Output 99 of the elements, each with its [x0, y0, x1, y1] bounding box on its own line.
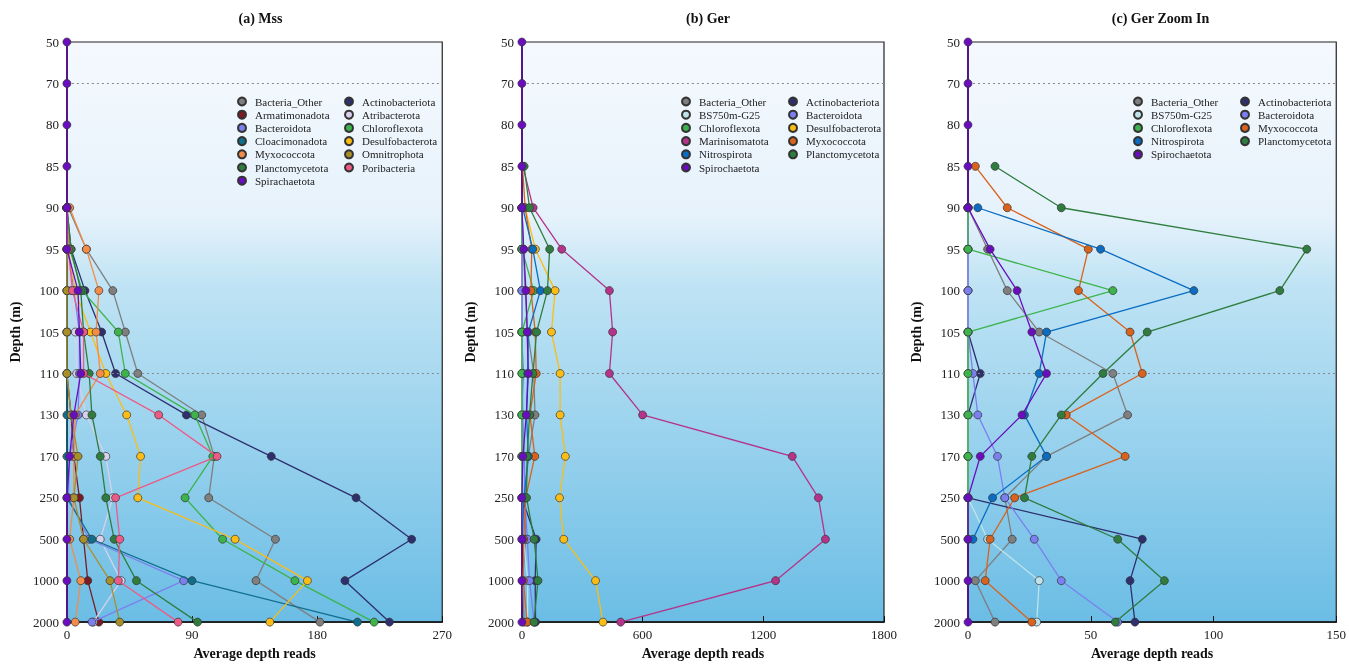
y-tick-label: 500 [39, 531, 59, 547]
x-tick-label: 0 [964, 627, 972, 643]
y-tick-label: 2000 [934, 614, 960, 630]
x-tick-label: 0 [63, 627, 71, 643]
y-tick-label: 500 [940, 531, 960, 547]
y-tick-label: 105 [39, 324, 59, 340]
legend-label: Planctomycetota [255, 161, 329, 174]
y-tick-label: 70 [947, 75, 960, 91]
y-tick-label: 100 [39, 283, 59, 299]
legend-label: BS750m-G25 [1151, 108, 1213, 121]
y-tick-label: 250 [940, 490, 960, 506]
y-tick-label: 130 [940, 407, 960, 423]
y-tick-label: 100 [940, 283, 960, 299]
legend-label: Bacteria_Other [1151, 95, 1219, 108]
x-axis-title: Average depth reads [641, 645, 765, 661]
legend-label: Myxococcota [1258, 121, 1318, 134]
legend-label: Actinobacteriota [362, 95, 436, 108]
y-tick-label: 500 [494, 531, 514, 547]
legend-label: Myxococcota [255, 148, 315, 161]
legend-label: Bacteroidota [255, 121, 312, 134]
x-tick-label: 1200 [750, 627, 777, 643]
y-tick-label: 50 [500, 34, 514, 50]
legend-label: Cloacimonadota [255, 135, 328, 148]
y-tick-label: 110 [940, 365, 960, 381]
chart-title: (b) Ger [686, 10, 730, 27]
y-tick-label: 130 [494, 407, 514, 423]
x-tick-label: 270 [432, 627, 452, 643]
y-tick-label: 85 [45, 158, 59, 174]
y-tick-label: 110 [494, 365, 514, 381]
y-tick-label: 80 [45, 117, 59, 133]
legend-label: Bacteroidota [1258, 108, 1315, 121]
x-tick-label: 150 [1326, 627, 1346, 643]
y-tick-label: 95 [45, 241, 59, 257]
y-tick-label: 70 [45, 75, 59, 91]
y-tick-label: 170 [940, 448, 960, 464]
y-tick-label: 100 [494, 283, 514, 299]
x-tick-label: 90 [185, 627, 199, 643]
legend-label: Spirachaetota [255, 174, 315, 187]
y-tick-label: 105 [494, 324, 514, 340]
chart-title: (a) Mss [238, 10, 284, 27]
y-tick-label: 70 [500, 75, 514, 91]
y-tick-label: 90 [500, 200, 514, 216]
x-axis-title: Average depth reads [1090, 645, 1214, 661]
y-tick-label: 170 [39, 448, 59, 464]
y-tick-label: 250 [494, 490, 514, 506]
y-tick-label: 95 [500, 241, 514, 257]
legend-label: BS750m-G25 [699, 108, 761, 121]
legend-label: Omnitrophota [362, 148, 424, 161]
x-tick-label: 180 [307, 627, 327, 643]
legend-label: Bacteroidota [806, 108, 863, 121]
y-tick-label: 80 [947, 117, 960, 133]
chart-title: (c) Ger Zoom In [1111, 10, 1210, 27]
legend-label: Atribacterota [362, 108, 421, 121]
legend-label: Bacteria_Other [255, 95, 323, 108]
y-tick-label: 90 [947, 200, 960, 216]
legend-label: Poribacteria [362, 161, 416, 174]
y-axis-title: Depth (m) [7, 301, 24, 363]
legend-label: Bacteria_Other [699, 95, 767, 108]
legend-label: Armatimonadota [255, 108, 330, 121]
legend-label: Spirochaetota [699, 161, 760, 174]
legend-label: Nitrospirota [1151, 135, 1205, 148]
y-tick-label: 250 [39, 490, 59, 506]
y-tick-label: 50 [947, 34, 960, 50]
y-tick-label: 1000 [487, 573, 514, 589]
y-tick-label: 1000 [32, 573, 59, 589]
legend-label: Chloroflexota [362, 121, 424, 134]
y-tick-label: 110 [39, 365, 59, 381]
y-tick-label: 2000 [487, 614, 514, 630]
legend-label: Planctomycetota [1258, 135, 1332, 148]
y-tick-label: 85 [947, 158, 960, 174]
x-tick-label: 1800 [871, 627, 897, 643]
legend-label: Nitrospirota [699, 148, 753, 161]
y-tick-label: 170 [494, 448, 514, 464]
y-tick-label: 80 [500, 117, 514, 133]
legend-label: Spirochaetota [1151, 148, 1212, 161]
y-tick-label: 85 [500, 158, 514, 174]
x-tick-label: 0 [518, 627, 526, 643]
legend-label: Marinisomatota [699, 135, 769, 148]
y-axis-title: Depth (m) [462, 301, 479, 363]
x-tick-label: 50 [1084, 627, 1098, 643]
y-tick-label: 50 [45, 34, 59, 50]
y-tick-label: 130 [39, 407, 59, 423]
y-tick-label: 90 [45, 200, 59, 216]
x-tick-label: 600 [632, 627, 653, 643]
y-tick-label: 105 [940, 324, 960, 340]
legend-label: Chloroflexota [699, 121, 761, 134]
y-tick-label: 1000 [934, 573, 960, 589]
x-tick-label: 100 [1203, 627, 1224, 643]
legend-label: Planctomycetota [806, 148, 880, 161]
y-tick-label: 2000 [32, 614, 59, 630]
legend-label: Desulfobacterota [806, 121, 882, 134]
legend-label: Chloroflexota [1151, 121, 1213, 134]
legend-label: Actinobacteriota [806, 95, 880, 108]
legend-label: Desulfobacterota [362, 135, 438, 148]
y-tick-label: 95 [947, 241, 960, 257]
legend-label: Actinobacteriota [1258, 95, 1332, 108]
y-axis-title: Depth (m) [908, 301, 925, 363]
x-axis-title: Average depth reads [193, 645, 317, 661]
legend-label: Myxococcota [806, 135, 866, 148]
